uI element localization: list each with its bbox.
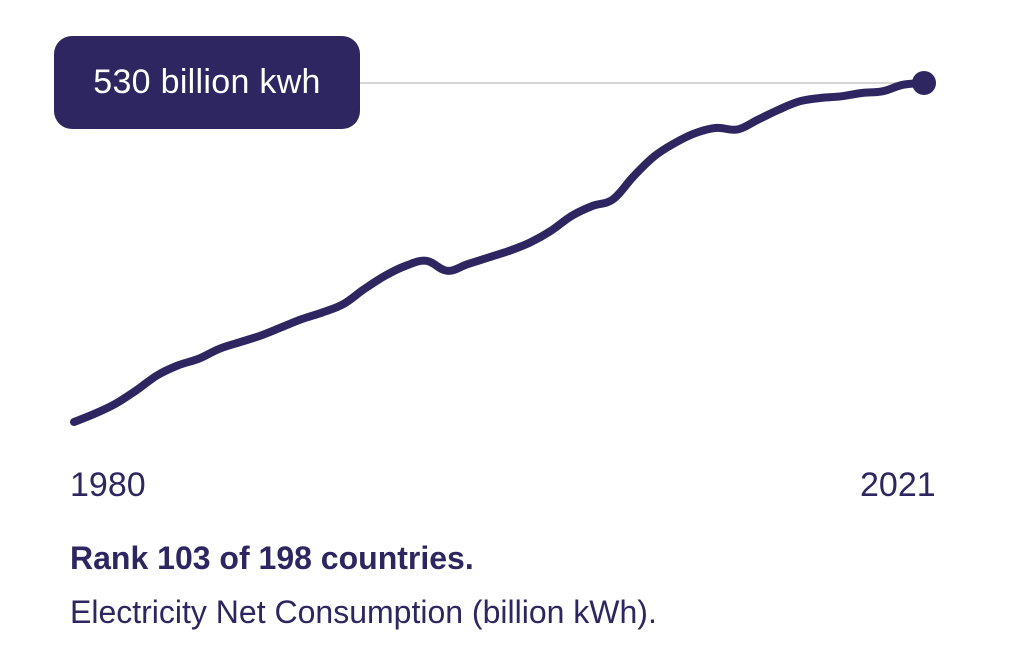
consumption-series-line xyxy=(70,79,928,426)
latest-value-point xyxy=(912,71,936,95)
rank-text: Rank 103 of 198 countries. xyxy=(70,540,474,576)
x-axis-end-label: 2021 xyxy=(860,466,936,504)
consumption-line-chart xyxy=(70,71,936,426)
metric-description: Electricity Net Consumption (billion kWh… xyxy=(70,594,657,630)
latest-value-label: 530 billion kwh xyxy=(93,63,321,101)
x-axis-start-label: 1980 xyxy=(70,466,146,504)
latest-value-badge: 530 billion kwh xyxy=(54,36,360,129)
